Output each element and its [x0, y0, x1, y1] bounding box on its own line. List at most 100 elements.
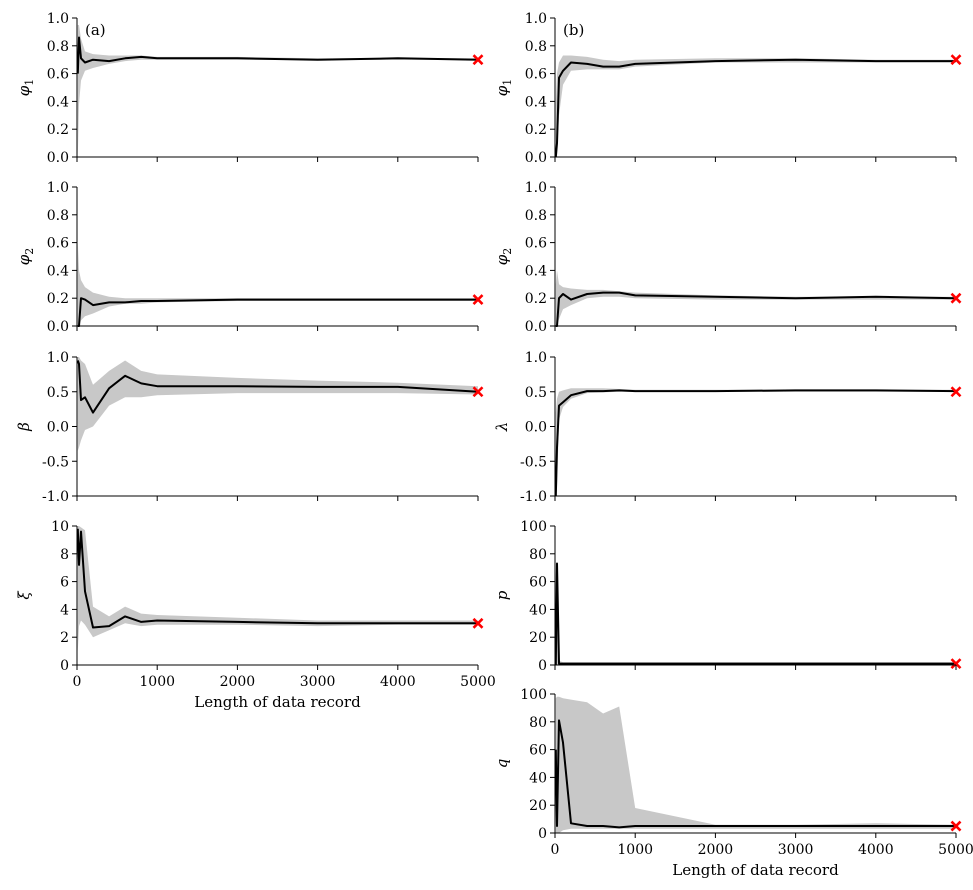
y-tick-label: 1.0: [47, 350, 69, 366]
y-axis-label: φ1: [15, 79, 36, 97]
y-tick-label: 1.0: [47, 11, 69, 27]
y-tick-label: 0.0: [525, 319, 547, 335]
y-axis-label: ξ: [15, 591, 33, 600]
y-tick-label: 8: [60, 547, 69, 563]
y-tick-label: 20: [529, 630, 547, 646]
true-value-marker: [472, 386, 484, 398]
x-tick-label: 5000: [460, 674, 496, 690]
x-tick-label: 1000: [617, 842, 653, 858]
y-tick-label: 0: [538, 658, 547, 674]
y-tick-label: 80: [529, 547, 547, 563]
x-tick-label: 2000: [698, 842, 734, 858]
estimate-line: [77, 297, 478, 327]
estimate-line: [554, 389, 957, 497]
y-tick-label: 0.2: [525, 122, 547, 138]
y-tick-label: 0.4: [47, 94, 69, 110]
y-tick-label: 0.4: [525, 263, 547, 279]
y-tick-label: 10: [51, 519, 69, 535]
y-tick-label: -0.5: [520, 454, 547, 470]
y-tick-label: 0.6: [525, 236, 547, 252]
panel-b4: 0 20 40 60 80 100 p: [493, 519, 962, 674]
y-tick-label: 80: [529, 715, 547, 731]
true-value-marker: [472, 54, 484, 66]
y-tick-label: 100: [520, 687, 547, 703]
y-axis-label: λ: [493, 422, 511, 433]
y-tick-label: 0.6: [525, 67, 547, 83]
y-tick-label: 0.6: [47, 236, 69, 252]
confidence-band: [77, 25, 479, 157]
y-tick-label: 20: [529, 798, 547, 814]
y-axis-label: q: [493, 759, 511, 769]
y-tick-label: 0.4: [47, 263, 69, 279]
y-axis-label: φ2: [493, 248, 514, 266]
x-tick-label: 5000: [938, 842, 973, 858]
panel-b2: 0.0 0.2 0.4 0.6 0.8 1.0 φ2: [493, 180, 962, 335]
y-tick-label: 0.8: [525, 39, 547, 55]
y-axis-label: p: [493, 590, 511, 600]
y-tick-label: 4: [60, 602, 69, 618]
y-tick-label: 1.0: [525, 350, 547, 366]
confidence-band: [77, 357, 479, 451]
estimate-line: [554, 562, 956, 666]
true-value-marker: [950, 386, 962, 398]
y-tick-label: 0: [538, 826, 547, 842]
y-tick-label: 0.0: [525, 420, 547, 436]
y-tick-label: 0: [60, 658, 69, 674]
y-tick-label: 0.6: [47, 67, 69, 83]
y-tick-label: 0.2: [525, 291, 547, 307]
y-tick-label: 0.0: [47, 150, 69, 166]
estimate-line: [554, 58, 956, 158]
true-value-marker: [950, 292, 962, 304]
true-value-marker: [950, 658, 962, 670]
y-axis-label: β: [15, 422, 33, 432]
panel-a1: 0.0 0.2 0.4 0.6 0.8 1.0 φ1 (a): [15, 11, 484, 166]
y-tick-label: 6: [60, 575, 69, 591]
x-tick-label: 0: [73, 674, 82, 690]
true-value-marker: [950, 820, 962, 832]
x-tick-label: 1000: [139, 674, 175, 690]
confidence-band: [77, 242, 479, 326]
x-tick-label: 2000: [220, 674, 256, 690]
estimate-line: [76, 528, 478, 629]
x-tick-label: 0: [551, 842, 560, 858]
x-tick-label: 4000: [858, 842, 894, 858]
x-tick-label: 3000: [778, 842, 814, 858]
y-tick-label: 0.2: [47, 291, 69, 307]
true-value-marker: [472, 617, 484, 629]
panel-b3: -1.0 -0.5 0.0 0.5 1.0 λ: [493, 350, 962, 505]
x-axis-label: Length of data record: [672, 861, 839, 879]
y-tick-label: 40: [529, 602, 547, 618]
y-tick-label: -1.0: [520, 489, 547, 505]
y-tick-label: 60: [529, 743, 547, 759]
y-tick-label: 40: [529, 770, 547, 786]
y-tick-label: 1.0: [47, 180, 69, 196]
confidence-band: [555, 388, 956, 496]
y-tick-label: 1.0: [525, 180, 547, 196]
x-axis-label: Length of data record: [194, 693, 361, 711]
panel-a3: -1.0 -0.5 0.0 0.5 1.0 β: [15, 350, 484, 505]
panel-a2: 0.0 0.2 0.4 0.6 0.8 1.0 φ2: [15, 180, 484, 335]
y-tick-label: 0.5: [47, 385, 69, 401]
estimate-line: [76, 360, 479, 414]
y-tick-label: 0.8: [47, 39, 69, 55]
confidence-band: [77, 526, 479, 652]
y-tick-label: 0.8: [525, 208, 547, 224]
y-tick-label: -0.5: [42, 454, 69, 470]
confidence-band: [555, 562, 956, 665]
panel-b1: 0.0 0.2 0.4 0.6 0.8 1.0 φ1 (b): [493, 11, 962, 166]
y-axis-label: φ2: [15, 248, 36, 266]
confidence-band: [555, 55, 956, 157]
y-tick-label: 0.0: [47, 319, 69, 335]
y-tick-label: 0.0: [525, 150, 547, 166]
y-tick-label: 0.8: [47, 208, 69, 224]
y-tick-label: 2: [60, 630, 69, 646]
y-tick-label: -1.0: [42, 489, 69, 505]
panel-a4: 0 2 4 6 8 10 0 1000 2000 3000 4000 5000 ξ Length of d…: [15, 519, 496, 711]
y-tick-label: 0.2: [47, 122, 69, 138]
confidence-band: [555, 696, 956, 833]
estimate-line: [555, 291, 957, 327]
x-tick-label: 4000: [380, 674, 416, 690]
y-tick-label: 100: [520, 519, 547, 535]
